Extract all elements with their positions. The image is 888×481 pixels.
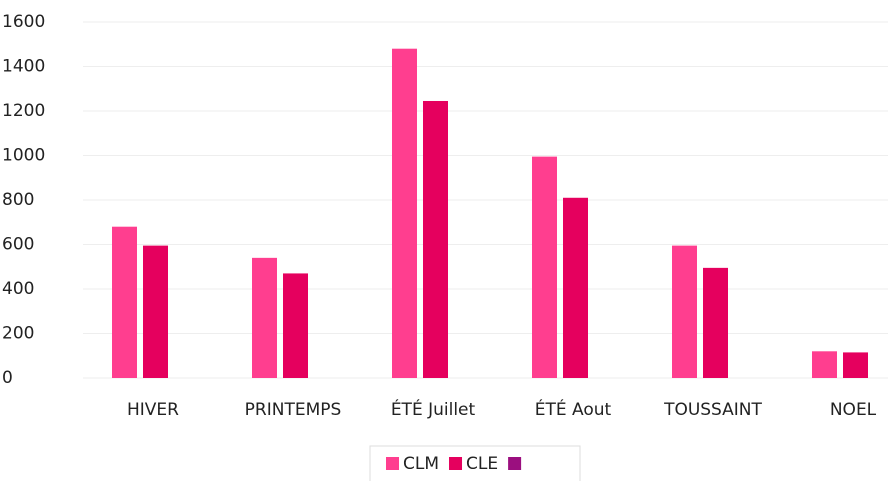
bar [252, 257, 277, 378]
bar [112, 226, 137, 378]
bar [672, 245, 697, 378]
bar [703, 267, 728, 378]
x-tick-label: HIVER [127, 400, 179, 420]
legend-swatch [508, 457, 522, 470]
x-tick-label: ÉTÉ Juillet [391, 398, 476, 420]
bar [812, 351, 837, 378]
y-tick-label: 400 [2, 279, 34, 299]
x-tick-label: PRINTEMPS [245, 400, 342, 420]
x-tick-label: ÉTÉ Aout [535, 398, 612, 420]
y-tick-label: 1200 [2, 101, 45, 121]
legend-label: CLE [466, 454, 498, 474]
legend-swatch [386, 457, 399, 470]
x-tick-label: TOUSSAINT [663, 400, 762, 420]
legend-swatch [449, 457, 463, 470]
y-tick-label: 800 [2, 190, 34, 210]
y-tick-label: 1000 [2, 146, 45, 166]
bar [843, 352, 868, 378]
bar [532, 156, 557, 378]
y-tick-label: 1400 [2, 57, 45, 77]
bar [392, 48, 417, 378]
bar [563, 197, 588, 378]
legend-label: CLM [403, 454, 439, 474]
y-tick-label: 1600 [2, 12, 45, 32]
legend-box [369, 445, 581, 481]
y-tick-label: 0 [2, 368, 13, 388]
y-tick-label: 600 [2, 235, 34, 255]
bar [423, 100, 448, 379]
x-tick-label: NOEL [830, 400, 877, 420]
y-tick-label: 200 [2, 324, 34, 344]
bar [143, 245, 168, 378]
bar [283, 273, 308, 378]
